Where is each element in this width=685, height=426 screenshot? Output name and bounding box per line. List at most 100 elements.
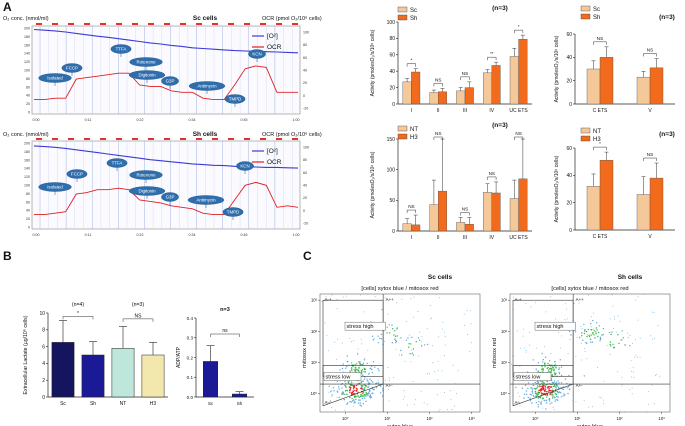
event-point bbox=[591, 316, 593, 318]
event-marker bbox=[132, 138, 138, 140]
event-point bbox=[344, 385, 347, 387]
event-point bbox=[350, 401, 352, 403]
event-point bbox=[586, 335, 588, 338]
event-point bbox=[328, 385, 330, 387]
event-point bbox=[560, 374, 563, 377]
y-tick-label: 50 bbox=[389, 198, 395, 204]
chart-subtitle: [cells] sytox blue / mitosox red bbox=[361, 286, 438, 292]
event-point bbox=[353, 340, 355, 342]
event-marker bbox=[244, 138, 250, 140]
trace-left-tick: 200 bbox=[24, 27, 30, 31]
event-point bbox=[359, 395, 362, 398]
event-point bbox=[432, 362, 434, 363]
event-point bbox=[363, 371, 365, 373]
event-point bbox=[542, 369, 544, 371]
bar-sh-i bbox=[411, 71, 421, 105]
x-tick-label: H3 bbox=[150, 401, 157, 407]
event-point bbox=[326, 401, 328, 403]
trace-right-tick: 100 bbox=[303, 31, 309, 35]
y-tick-label: 0 bbox=[392, 229, 395, 235]
event-point bbox=[343, 371, 345, 373]
event-point bbox=[369, 390, 371, 393]
event-point bbox=[560, 382, 563, 384]
event-point bbox=[588, 335, 591, 338]
gate-stress-low bbox=[512, 365, 574, 407]
chart-title: (n=3) bbox=[492, 5, 508, 12]
event-point bbox=[606, 345, 608, 347]
trace-right-tick: 0 bbox=[303, 209, 305, 213]
event-point bbox=[583, 332, 586, 335]
event-point bbox=[602, 327, 605, 330]
event-point bbox=[580, 342, 582, 344]
bar-sc bbox=[51, 342, 75, 398]
trace-right-title: OCR (pmol O₂/10⁶ cells) bbox=[262, 131, 322, 138]
event-point bbox=[531, 392, 534, 394]
event-point bbox=[588, 294, 589, 296]
event-point bbox=[376, 382, 378, 384]
event-point bbox=[349, 384, 352, 386]
event-point bbox=[365, 395, 367, 397]
event-marker bbox=[180, 23, 186, 25]
trace-left-tick: 0 bbox=[28, 226, 30, 230]
event-point bbox=[523, 393, 526, 395]
x-tick-label: V bbox=[648, 108, 652, 114]
event-point bbox=[545, 311, 547, 313]
x-tick-label: UC ETS bbox=[509, 235, 528, 241]
event-point bbox=[621, 376, 623, 378]
event-point bbox=[631, 370, 633, 372]
event-point bbox=[585, 330, 588, 333]
event-point bbox=[358, 396, 360, 399]
event-point bbox=[569, 339, 571, 340]
y-tick-label: 40 bbox=[566, 173, 572, 179]
event-point bbox=[531, 389, 534, 391]
event-point bbox=[353, 399, 355, 401]
significance-label: ns bbox=[222, 328, 228, 334]
event-point bbox=[370, 396, 372, 399]
event-point bbox=[584, 330, 586, 332]
event-point bbox=[441, 328, 443, 330]
event-point bbox=[651, 384, 653, 386]
event-point bbox=[372, 381, 374, 383]
event-point bbox=[651, 311, 653, 313]
event-point bbox=[615, 331, 617, 333]
event-point bbox=[555, 366, 557, 368]
trace-time-tick: 0:11 bbox=[85, 233, 92, 237]
event-point bbox=[597, 335, 599, 338]
event-point bbox=[654, 375, 656, 377]
event-point bbox=[359, 399, 361, 401]
event-point bbox=[548, 400, 551, 402]
event-point bbox=[367, 394, 369, 397]
event-point bbox=[584, 329, 586, 331]
event-point bbox=[552, 366, 555, 369]
legend-swatch-sh bbox=[580, 13, 591, 20]
gate-label: A-- bbox=[325, 400, 331, 405]
x-tick-label: 10⁰ bbox=[532, 416, 539, 421]
bar-sc-iv bbox=[483, 72, 492, 105]
trace-left-tick: 120 bbox=[24, 60, 30, 64]
legend-label-ocr: OCR bbox=[267, 159, 282, 166]
trace-time-tick: 0:22 bbox=[137, 233, 144, 237]
event-point bbox=[392, 328, 394, 330]
event-point bbox=[361, 372, 363, 374]
chart-title: Sc cells bbox=[428, 274, 453, 281]
event-point bbox=[549, 360, 551, 362]
trace-left-tick: 20 bbox=[26, 217, 30, 221]
event-point bbox=[562, 388, 565, 391]
event-point bbox=[355, 398, 357, 401]
event-point bbox=[639, 356, 641, 358]
event-point bbox=[602, 333, 604, 336]
event-point bbox=[370, 398, 372, 400]
event-point bbox=[537, 382, 539, 384]
y-tick-label: 20 bbox=[389, 85, 395, 91]
legend-label: Sc bbox=[593, 7, 600, 13]
event-point bbox=[567, 353, 569, 354]
event-point bbox=[380, 385, 382, 387]
event-point bbox=[529, 397, 531, 399]
event-point bbox=[374, 295, 376, 297]
event-point bbox=[536, 370, 538, 372]
event-point bbox=[384, 297, 386, 299]
event-point bbox=[544, 389, 547, 391]
event-point bbox=[599, 336, 602, 339]
event-point bbox=[588, 406, 590, 408]
event-point bbox=[528, 344, 530, 346]
